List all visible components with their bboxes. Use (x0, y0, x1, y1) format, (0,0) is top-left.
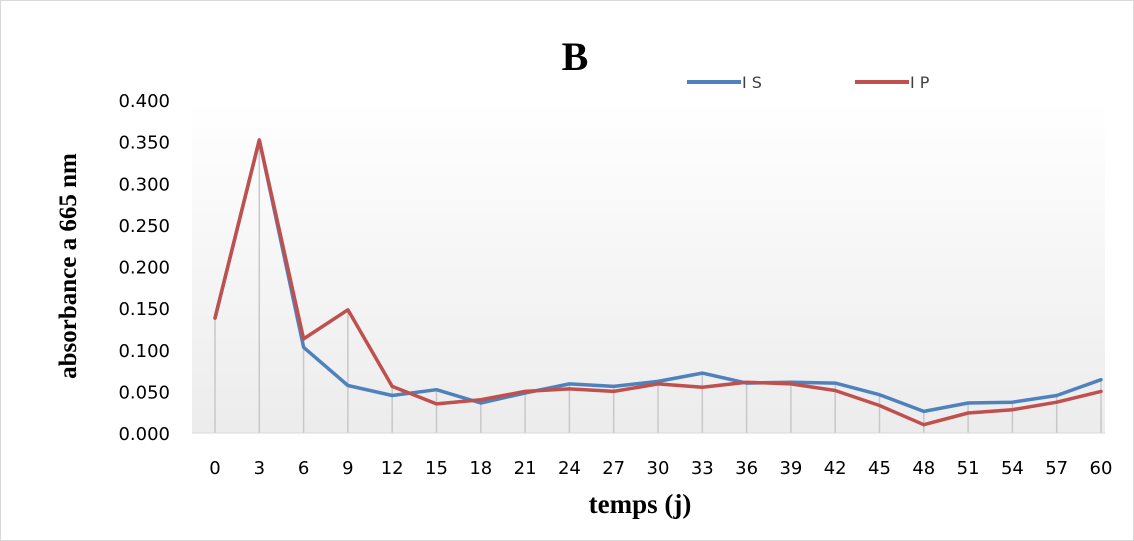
x-tick-label: 45 (868, 458, 891, 479)
x-tick-label: 30 (647, 458, 670, 479)
y-tick-label: 0.050 (118, 382, 170, 403)
y-axis-ticks: 0.000 0.050 0.100 0.150 0.200 0.250 0.300 0.350… (118, 91, 170, 445)
y-tick-label: 0.150 (118, 299, 170, 320)
x-tick-label: 9 (342, 458, 353, 479)
y-tick-label: 0.200 (118, 258, 170, 279)
series-line-2 (213, 138, 1103, 427)
drop-lines (214, 139, 1102, 433)
x-tick-label: 60 (1090, 458, 1113, 479)
y-tick-label: 0.400 (118, 91, 170, 112)
x-tick-label: 39 (779, 458, 802, 479)
x-tick-label: 6 (298, 458, 309, 479)
x-tick-label: 21 (514, 458, 537, 479)
x-tick-label: 15 (425, 458, 448, 479)
y-tick-label: 0.350 (118, 133, 170, 154)
plot-area (192, 100, 1105, 433)
y-tick-label: 0.100 (118, 341, 170, 362)
x-tick-label: 57 (1045, 458, 1068, 479)
y-tick-label: 0.300 (118, 174, 170, 195)
y-axis-label: absorbance a 665 nm (55, 153, 82, 379)
chart-title: B (562, 34, 589, 79)
x-axis-label: temps (j) (589, 489, 692, 519)
x-tick-label: 3 (254, 458, 265, 479)
x-tick-label: 18 (469, 458, 492, 479)
x-tick-label: 54 (1001, 458, 1024, 479)
x-axis-ticks: 0 3 6 9 12 15 18 21 24 27 30 33 36 39 42 45 48 51 54 57 60 (209, 458, 1112, 479)
y-tick-label: 0.250 (118, 216, 170, 237)
series-line-1 (213, 138, 1103, 414)
x-tick-label: 24 (558, 458, 581, 479)
x-tick-label: 51 (957, 458, 980, 479)
x-tick-label: 42 (824, 458, 847, 479)
x-tick-label: 0 (209, 458, 220, 479)
series-layer (213, 138, 1103, 427)
y-tick-label: 0.000 (118, 424, 170, 445)
x-tick-label: 33 (691, 458, 714, 479)
legend-label-2: I P (910, 73, 930, 92)
x-tick-label: 27 (602, 458, 625, 479)
x-tick-label: 12 (381, 458, 404, 479)
legend-label-1: I S (742, 73, 762, 92)
x-tick-label: 48 (912, 458, 935, 479)
x-tick-label: 36 (735, 458, 758, 479)
